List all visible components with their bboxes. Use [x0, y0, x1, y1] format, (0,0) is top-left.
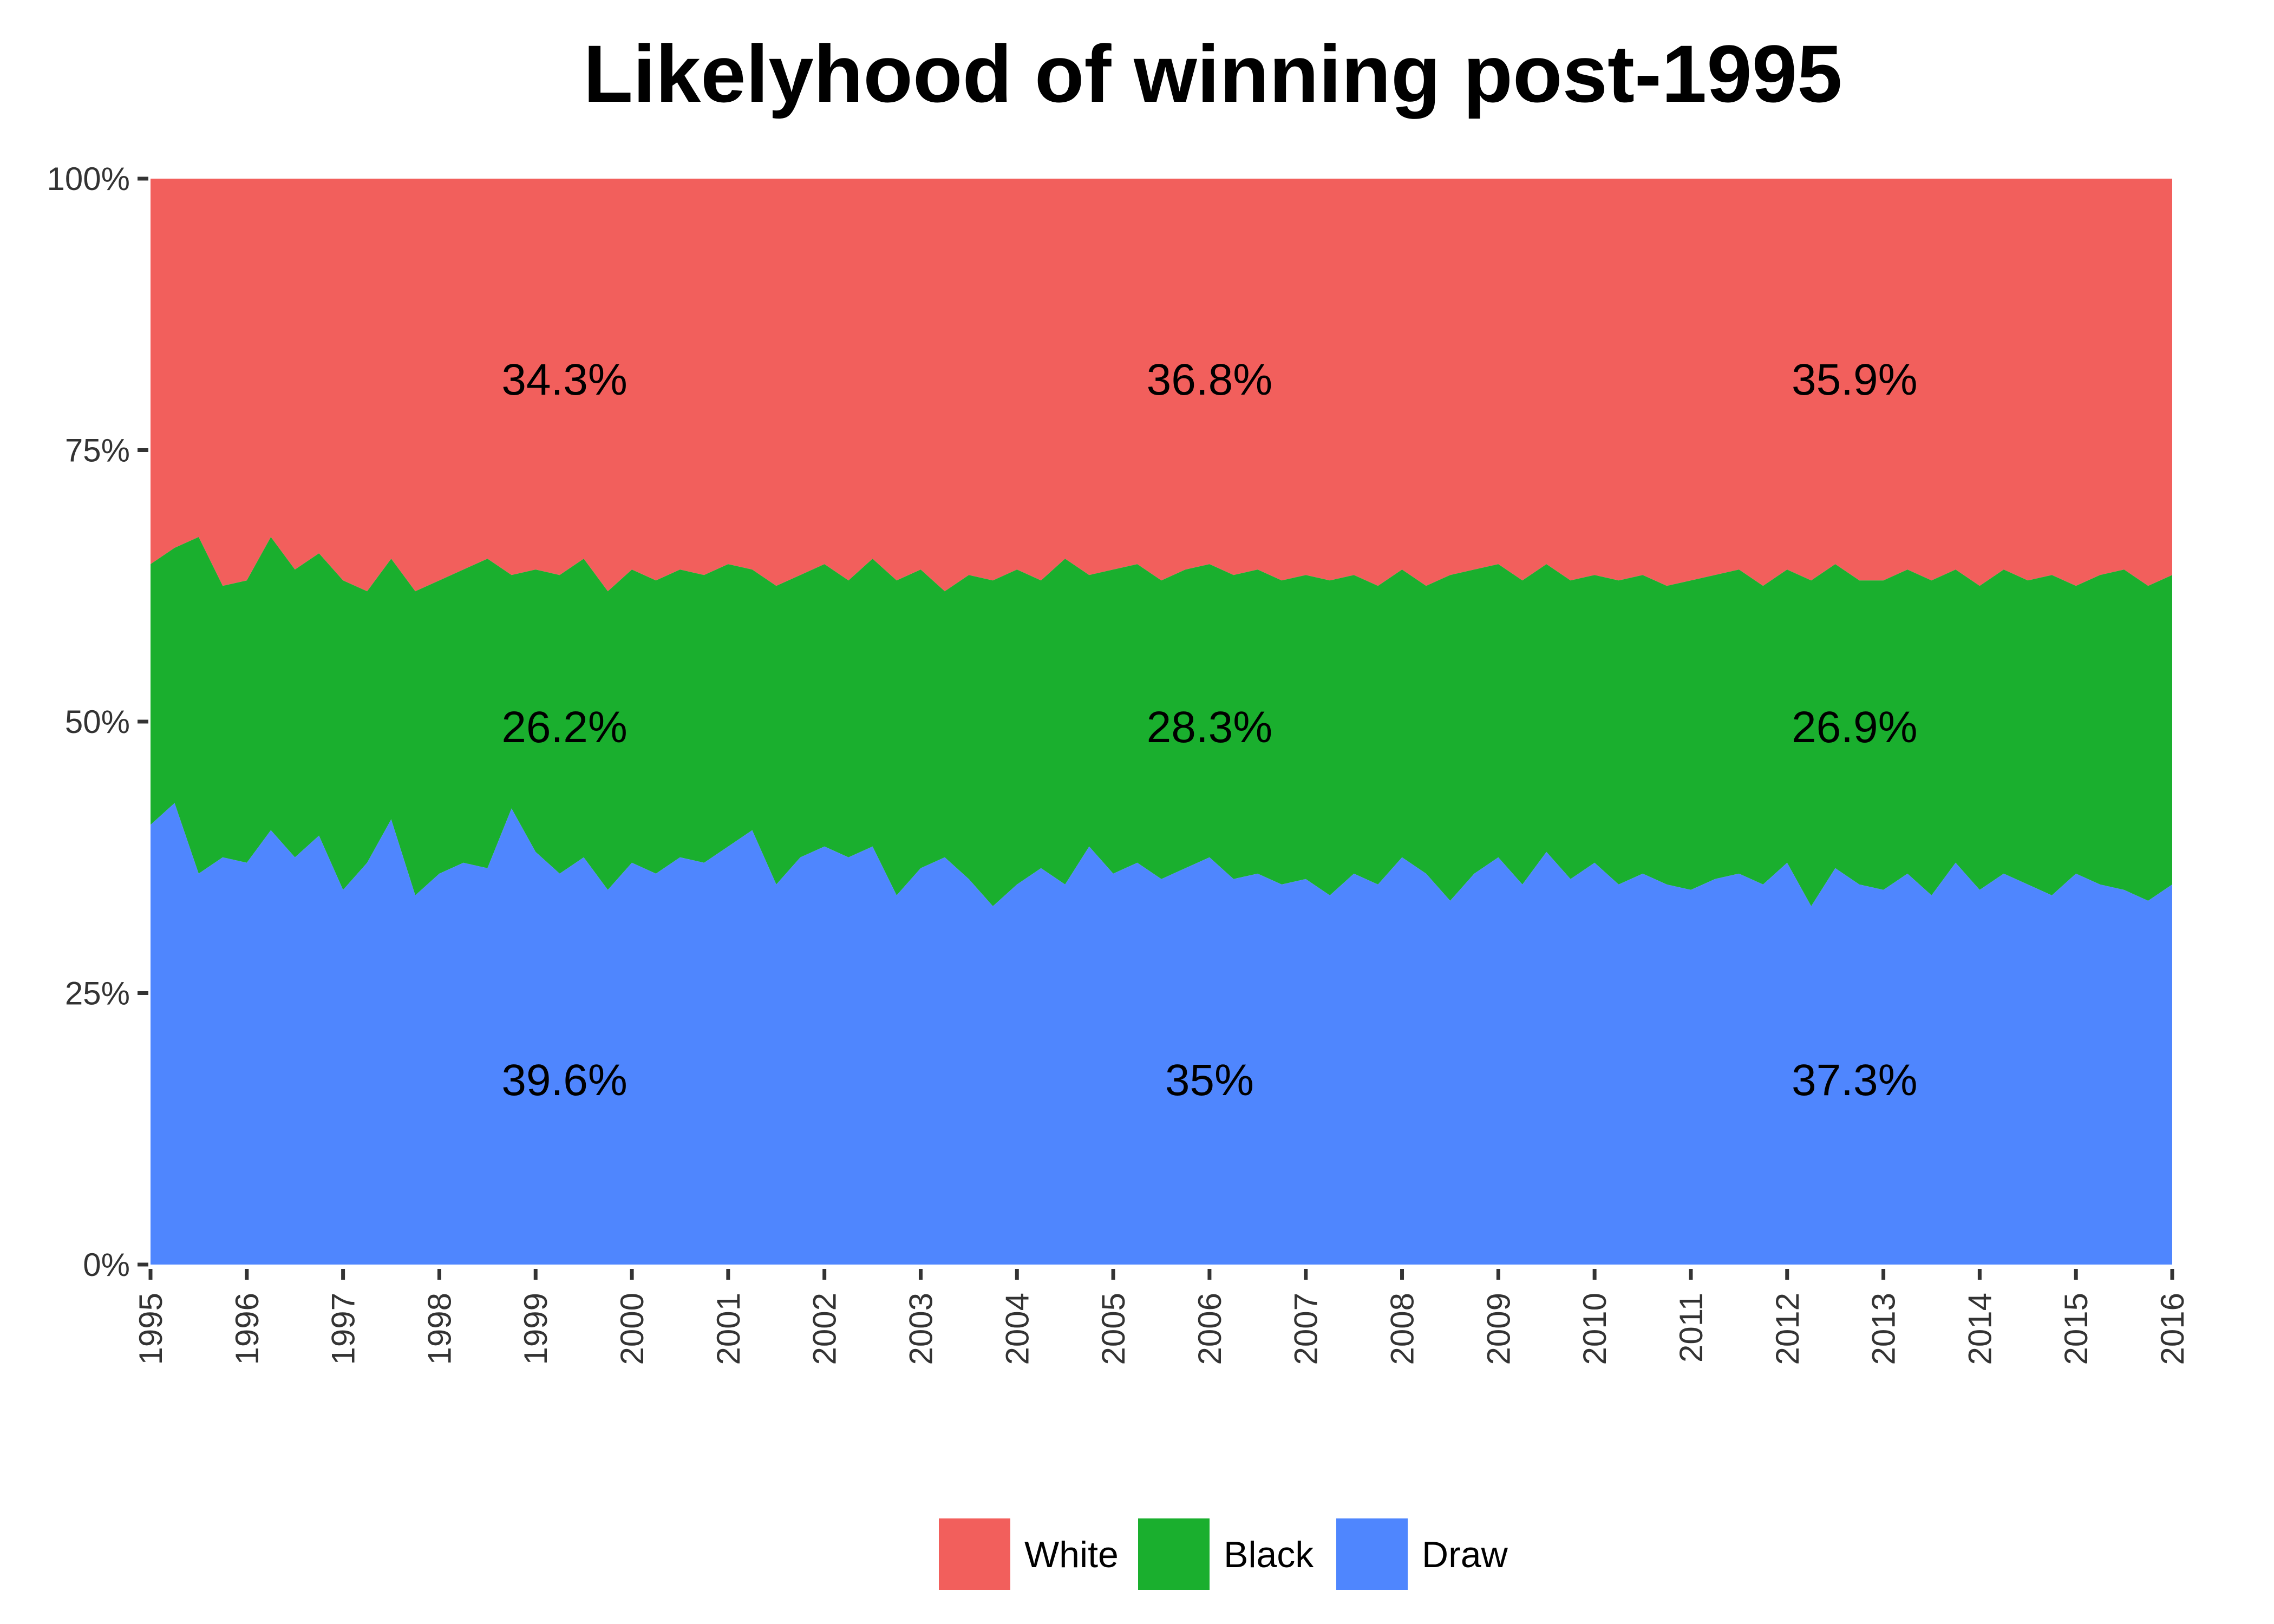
x-tick-label: 2014 [1962, 1293, 1998, 1365]
stacked-area-layer [151, 179, 2172, 1265]
x-tick-label: 2001 [710, 1293, 747, 1365]
x-tick-label: 2013 [1866, 1293, 1902, 1365]
y-tick-label: 0% [83, 1247, 130, 1283]
y-tick-label: 50% [65, 704, 130, 740]
x-tick-label: 2007 [1288, 1293, 1324, 1365]
data-label: 37.3% [1792, 1056, 1918, 1105]
x-tick-label: 2009 [1480, 1293, 1517, 1365]
x-tick-label: 1996 [229, 1293, 265, 1365]
x-tick-label: 2004 [999, 1293, 1035, 1365]
y-tick-label: 100% [47, 161, 130, 197]
x-tick-label: 2000 [614, 1293, 650, 1365]
data-label: 26.9% [1792, 703, 1918, 752]
x-tick-label: 2016 [2154, 1293, 2191, 1365]
x-tick-label: 1995 [133, 1293, 169, 1365]
legend-label-draw: Draw [1422, 1534, 1508, 1575]
x-tick-label: 2008 [1384, 1293, 1421, 1365]
x-tick-label: 2003 [903, 1293, 939, 1365]
y-tick-label: 25% [65, 975, 130, 1012]
y-tick-label: 75% [65, 433, 130, 469]
x-tick-label: 2015 [2058, 1293, 2094, 1365]
data-label: 35.9% [1792, 355, 1918, 404]
area-white [151, 179, 2172, 592]
x-tick-label: 2006 [1192, 1293, 1228, 1365]
area-draw [151, 803, 2172, 1265]
legend-swatch-black [1138, 1518, 1210, 1590]
x-tick-label: 2012 [1769, 1293, 1806, 1365]
legend-label-black: Black [1224, 1534, 1314, 1575]
y-axis: 0% 25% 50% 75% 100% [47, 161, 148, 1283]
x-tick-label: 2002 [807, 1293, 843, 1365]
chart-title: Likelyhood of winning post-1995 [583, 28, 1842, 119]
data-label: 36.8% [1147, 355, 1273, 404]
legend-swatch-draw [1336, 1518, 1408, 1590]
data-label: 34.3% [501, 355, 628, 404]
x-tick-label: 1997 [325, 1293, 362, 1365]
data-label: 35% [1165, 1056, 1254, 1105]
legend-label-white: White [1024, 1534, 1119, 1575]
data-label: 39.6% [501, 1056, 628, 1105]
area-black [151, 536, 2172, 907]
x-tick-label: 1998 [421, 1293, 458, 1365]
data-label: 26.2% [501, 703, 628, 752]
legend-swatch-white [939, 1518, 1010, 1590]
legend: White Black Draw [939, 1518, 1508, 1590]
x-tick-label: 2005 [1095, 1293, 1132, 1365]
data-labels: 34.3% 36.8% 35.9% 26.2% 28.3% 26.9% 39.6% 35% 37… [501, 355, 1917, 1105]
x-axis: 1995 1996 1997 1998 1999 2000 2001 2002 2003 2004… [133, 1269, 2191, 1365]
data-label: 28.3% [1147, 703, 1273, 752]
x-tick-label: 1999 [518, 1293, 554, 1365]
x-tick-label: 2011 [1673, 1293, 1709, 1363]
x-tick-label: 2010 [1577, 1293, 1613, 1365]
